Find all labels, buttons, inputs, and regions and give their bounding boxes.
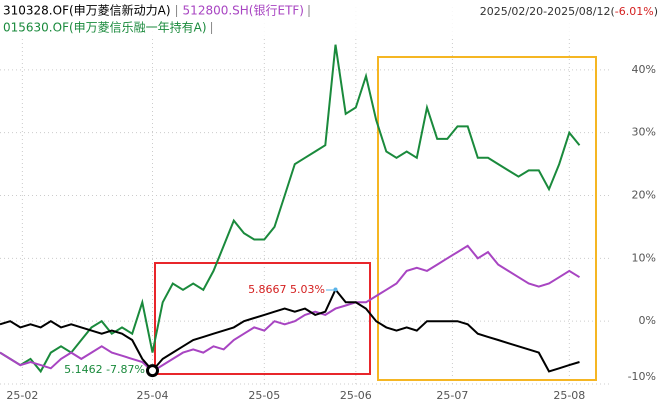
series-line (0, 287, 580, 373)
annotation: 5.1462 -7.87% (64, 363, 145, 376)
x-tick-label: 25-06 (340, 389, 372, 402)
series-line (0, 244, 581, 373)
x-tick-label: 25-02 (6, 389, 38, 402)
legend-entry: 512800.SH(银行ETF) (183, 4, 304, 18)
period: 2025/02/20-2025/08/12( (480, 5, 615, 18)
period: ) (654, 5, 658, 18)
annotation: 5.8667 5.03% (248, 283, 325, 296)
y-tick-label: 0% (639, 314, 656, 327)
legend-entry: 310328.OF(申万菱信新动力A) (3, 3, 171, 18)
series-line (0, 44, 581, 374)
annotation-marker (146, 364, 159, 378)
y-tick-label: 30% (632, 126, 656, 139)
highlight-box (154, 262, 371, 375)
y-tick-label: 40% (632, 63, 656, 76)
annotation-marker (333, 287, 338, 292)
x-tick-label: 25-05 (248, 389, 280, 402)
header-bg (0, 0, 661, 38)
legend-entry: 015630.OF(申万菱信乐融一年持有A) (3, 20, 207, 35)
x-tick-label: 25-07 (436, 389, 468, 402)
y-tick-label: 10% (632, 251, 656, 264)
y-tick-label: -10% (628, 370, 656, 383)
highlight-box (377, 56, 597, 381)
period-change: -6.01% (615, 5, 654, 18)
x-tick-label: 25-04 (137, 389, 169, 402)
x-tick-label: 25-08 (553, 389, 585, 402)
y-tick-label: 20% (632, 189, 656, 202)
